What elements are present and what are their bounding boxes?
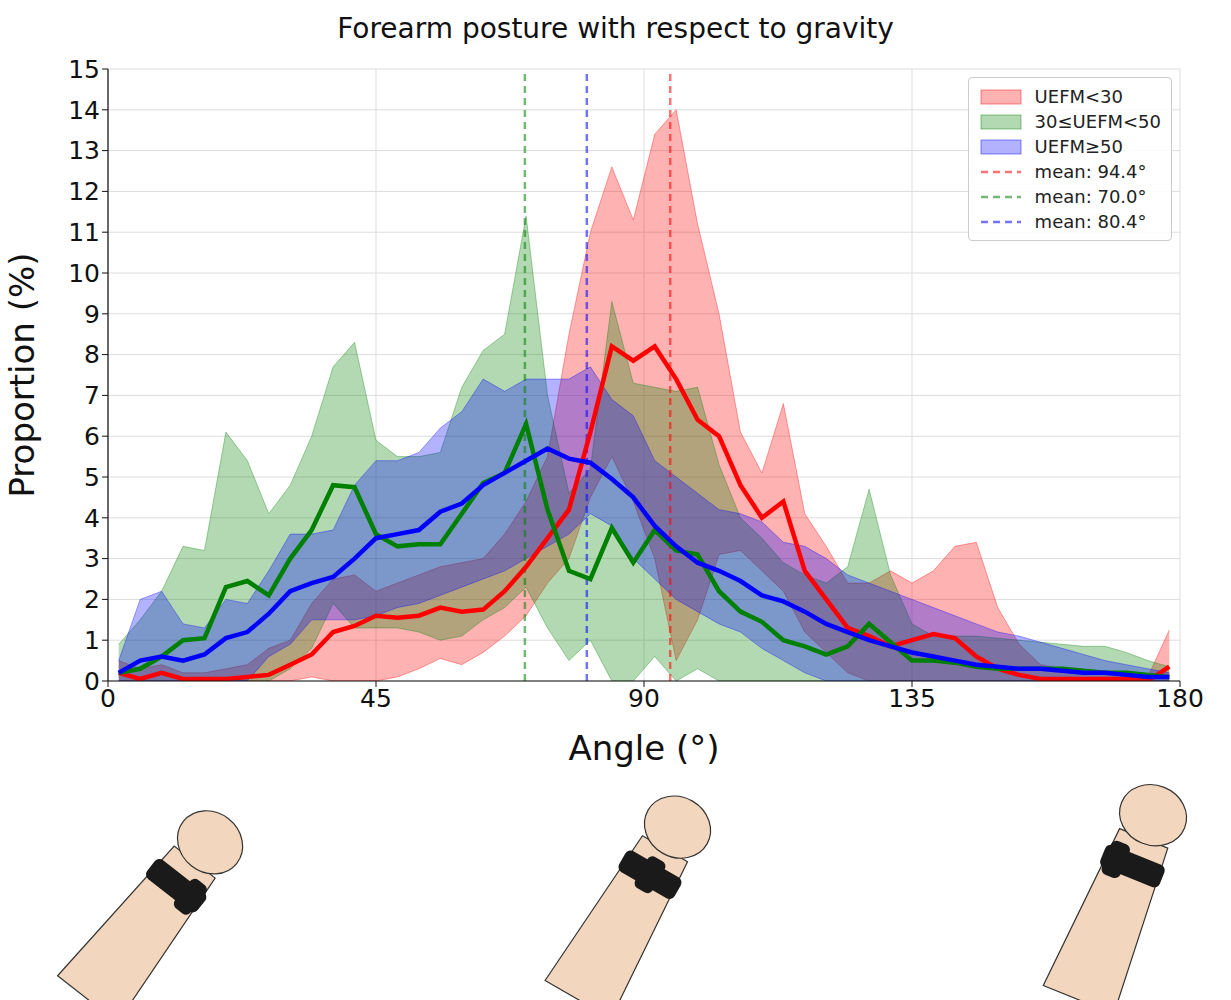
svg-text:0: 0 bbox=[100, 684, 116, 713]
svg-text:12: 12 bbox=[68, 177, 100, 206]
svg-text:6: 6 bbox=[84, 422, 100, 451]
svg-text:Proportion (%): Proportion (%) bbox=[2, 252, 42, 497]
svg-text:13: 13 bbox=[68, 136, 100, 165]
html-text:UEFM≥50: UEFM≥50 bbox=[1034, 136, 1123, 157]
svg-text:135: 135 bbox=[888, 684, 936, 713]
svg-text:15: 15 bbox=[68, 55, 100, 84]
svg-text:14: 14 bbox=[68, 96, 100, 125]
html-text:mean: 70.0°: mean: 70.0° bbox=[1034, 186, 1147, 207]
svg-text:11: 11 bbox=[68, 218, 100, 247]
html-text:mean: 94.4°: mean: 94.4° bbox=[1034, 161, 1147, 182]
html-text:30≤UEFM<50: 30≤UEFM<50 bbox=[1034, 111, 1161, 132]
svg-text:2: 2 bbox=[84, 585, 100, 614]
svg-text:4: 4 bbox=[84, 504, 100, 533]
html-text:mean: 80.4°: mean: 80.4° bbox=[1034, 211, 1147, 232]
svg-text:3: 3 bbox=[84, 544, 100, 573]
html-text:UEFM<30: UEFM<30 bbox=[1034, 86, 1123, 107]
html-text:Forearm posture with respect t: Forearm posture with respect to gravity bbox=[337, 12, 894, 45]
svg-text:9: 9 bbox=[84, 300, 100, 329]
svg-text:Angle (°): Angle (°) bbox=[568, 728, 719, 768]
svg-text:7: 7 bbox=[84, 381, 100, 410]
svg-text:180: 180 bbox=[1156, 684, 1204, 713]
svg-text:10: 10 bbox=[68, 259, 100, 288]
svg-text:0: 0 bbox=[84, 667, 100, 696]
svg-text:45: 45 bbox=[360, 684, 392, 713]
svg-text:5: 5 bbox=[84, 463, 100, 492]
svg-text:8: 8 bbox=[84, 340, 100, 369]
svg-text:1: 1 bbox=[84, 626, 100, 655]
svg-text:90: 90 bbox=[628, 684, 660, 713]
